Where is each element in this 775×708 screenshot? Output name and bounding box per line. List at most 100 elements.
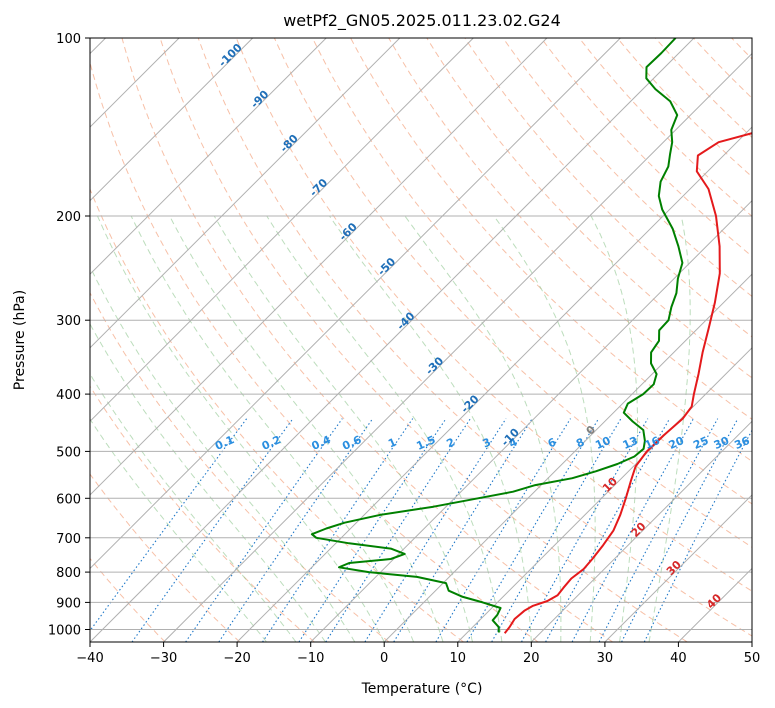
moist-adiabat (648, 215, 691, 642)
plot-frame (89, 37, 753, 643)
moist-adiabat (90, 265, 356, 642)
dry-adiabat (273, 38, 752, 548)
isotherm-gridline (383, 273, 752, 642)
mixing-ratio-line (131, 418, 294, 642)
y-axis-title: Pressure (hPa) (12, 290, 28, 390)
mixing-ratio-label: 0.2 (260, 433, 283, 453)
mixing-ratio-line (571, 418, 694, 642)
isotherm-gridline (90, 38, 401, 349)
moist-adiabat (329, 215, 532, 642)
dewpoint-line (310, 38, 684, 633)
dry-adiabat (464, 38, 752, 338)
mixing-ratio-label: 3 (481, 436, 493, 451)
mixing-ratio-label: 36 (732, 434, 752, 452)
x-tick-label: 30 (597, 651, 614, 666)
line-labels: 0.1 0.2 0.4 0.6 1 1.5 2 3 4 6 8 10 13 16 20 25 30 36-100-… (213, 41, 752, 612)
mixing-ratio-line (466, 418, 600, 642)
isotherm-label: 10 (600, 475, 620, 495)
isotherm-gridline (90, 38, 327, 275)
isotherm-label: -80 (278, 132, 301, 155)
dry-adiabat (770, 38, 775, 642)
isotherm-gridline (310, 199, 752, 642)
dry-adiabat (90, 473, 241, 642)
plot-area: 0.1 0.2 0.4 0.6 1 1.5 2 3 4 6 8 10 13 16 20 25 30 36-100-… (90, 38, 775, 642)
x-tick-label: 10 (450, 651, 467, 666)
mixing-ratio-label: 6 (546, 435, 559, 450)
dry-adiabat (426, 38, 752, 379)
mixing-ratio-label: 2 (445, 436, 457, 451)
isotherm-gridline (751, 641, 752, 642)
moist-adiabat (90, 418, 267, 642)
isotherm-label: -20 (458, 392, 481, 415)
y-tick-label: 200 (56, 210, 81, 225)
moist-adiabat (404, 215, 562, 642)
moist-adiabat (130, 215, 415, 642)
dry-adiabat (502, 38, 752, 298)
mixing-ratio-line (298, 418, 447, 642)
y-tick-label: 500 (56, 445, 81, 460)
y-tick-label: 900 (56, 596, 81, 611)
x-tick-label: 40 (670, 651, 687, 666)
mixing-ratio-lines (90, 418, 752, 642)
mixing-ratio-label: 1.5 (414, 433, 437, 453)
x-tick-label: −20 (223, 651, 250, 666)
dry-adiabat (312, 38, 752, 505)
x-tick-label: −10 (297, 651, 324, 666)
x-axis: −40 −30 −20 −10 0 10 20 30 40 50 (76, 642, 760, 666)
isotherm-gridline (163, 52, 752, 642)
isotherm-gridline (90, 38, 695, 642)
isotherm-label: 30 (664, 558, 684, 578)
mixing-ratio-label: 0.6 (340, 433, 363, 453)
isotherm-gridline (604, 494, 752, 642)
y-tick-label: 600 (56, 492, 81, 507)
y-tick-label: 700 (56, 532, 81, 547)
isotherm-gridline (530, 420, 752, 642)
isotherm-label: 20 (629, 520, 649, 540)
isotherm-gridline (90, 38, 548, 496)
isotherm-label: -40 (394, 309, 417, 332)
dry-adiabat (159, 38, 688, 642)
mixing-ratio-line (521, 418, 649, 642)
x-tick-label: 50 (744, 651, 761, 666)
x-axis-title: Temperature (°C) (361, 681, 483, 697)
isotherm-gridline (90, 38, 621, 570)
mixing-ratio-label: 20 (667, 434, 687, 452)
mixing-ratio-line (491, 418, 622, 642)
mixing-ratio-label: 25 (691, 434, 710, 452)
mixing-ratio-label: 16 (643, 434, 663, 452)
dry-adiabat (350, 38, 752, 462)
isotherm-gridline (678, 567, 752, 642)
mixing-ratio-line (262, 418, 414, 642)
isotherm-label: -60 (337, 220, 360, 243)
dry-adiabat (655, 38, 752, 139)
mixing-ratio-line (545, 418, 671, 642)
dry-adiabat (388, 38, 752, 420)
isotherm-label: -30 (423, 354, 446, 377)
y-tick-label: 400 (56, 388, 81, 403)
isotherm-gridline (90, 38, 474, 423)
dry-adiabat (235, 38, 752, 592)
dry-adiabat (731, 38, 752, 60)
y-tick-label: 100 (56, 32, 81, 47)
y-tick-label: 800 (56, 566, 81, 581)
x-tick-label: −40 (76, 651, 103, 666)
y-axis: 100 200 300 400 500 600 700 800 900 1000 (48, 32, 90, 639)
mixing-ratio-label: 0.1 (213, 433, 236, 453)
isotherm-label: -10 (499, 426, 522, 449)
temperature-line (503, 132, 752, 634)
mixing-ratio-line (435, 418, 571, 642)
y-tick-label: 1000 (48, 624, 81, 639)
moist-adiabat (97, 215, 385, 642)
x-tick-label: −30 (150, 651, 177, 666)
isotherm-gridline (90, 38, 254, 202)
mixing-ratio-line (598, 418, 719, 642)
isotherm-gridline (457, 347, 752, 642)
dry-adiabat (90, 291, 390, 642)
chart-title: wetPf2_GN05.2025.011.23.02.G24 (283, 11, 561, 31)
dry-adiabat (90, 187, 464, 642)
mixing-ratio-line (643, 429, 752, 642)
mixing-ratio-line (90, 418, 248, 632)
mixing-ratio-line (364, 418, 507, 642)
mixing-ratio-line (393, 418, 533, 642)
series-lines (310, 38, 752, 634)
